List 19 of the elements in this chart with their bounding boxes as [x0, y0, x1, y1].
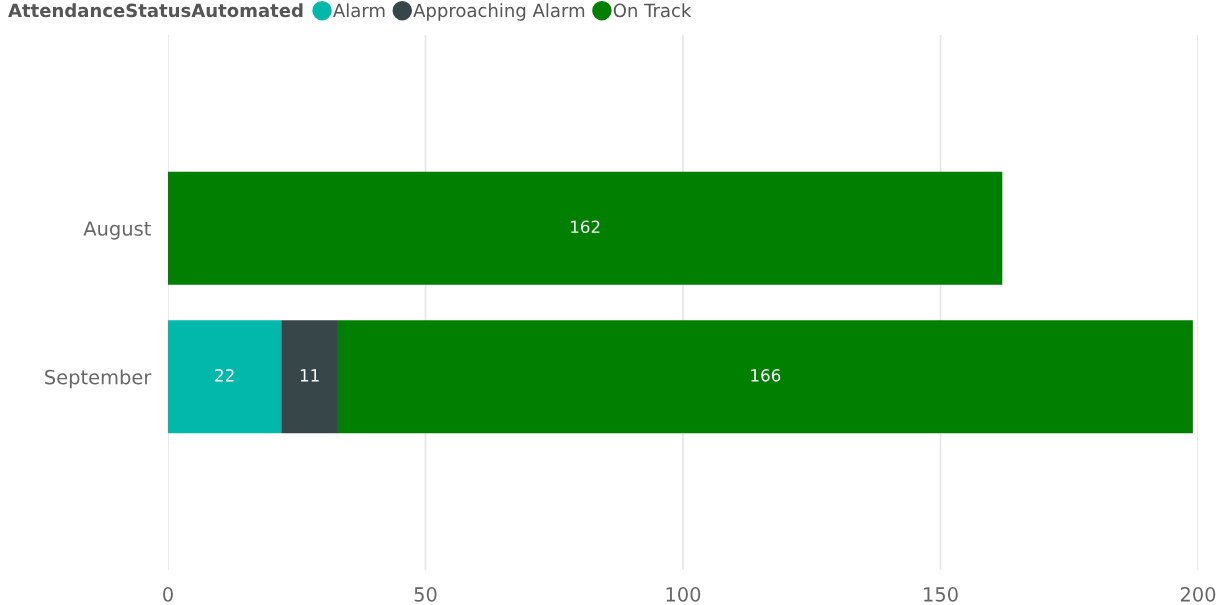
data-label: 22	[215, 369, 234, 382]
legend-label: On Track	[613, 3, 692, 18]
legend-label: Approaching Alarm	[413, 3, 585, 21]
x-tick-label: 200	[1180, 587, 1216, 602]
data-label: 166	[751, 369, 781, 382]
y-tick-label: September	[45, 369, 152, 389]
bar	[168, 320, 282, 434]
data-label: 162	[571, 220, 600, 234]
bar	[168, 171, 1003, 285]
bar	[281, 320, 338, 434]
legend-title: AttendanceStatusAutomated	[8, 3, 303, 18]
legend-label: Alarm	[333, 3, 385, 18]
data-label: 11	[300, 369, 319, 382]
x-tick-label: 100	[666, 587, 701, 602]
bar	[337, 320, 1193, 434]
x-tick-label: 50	[414, 587, 437, 602]
x-tick-label: 0	[163, 587, 173, 602]
y-tick-label: August	[83, 221, 151, 240]
x-tick-label: 150	[924, 587, 958, 602]
